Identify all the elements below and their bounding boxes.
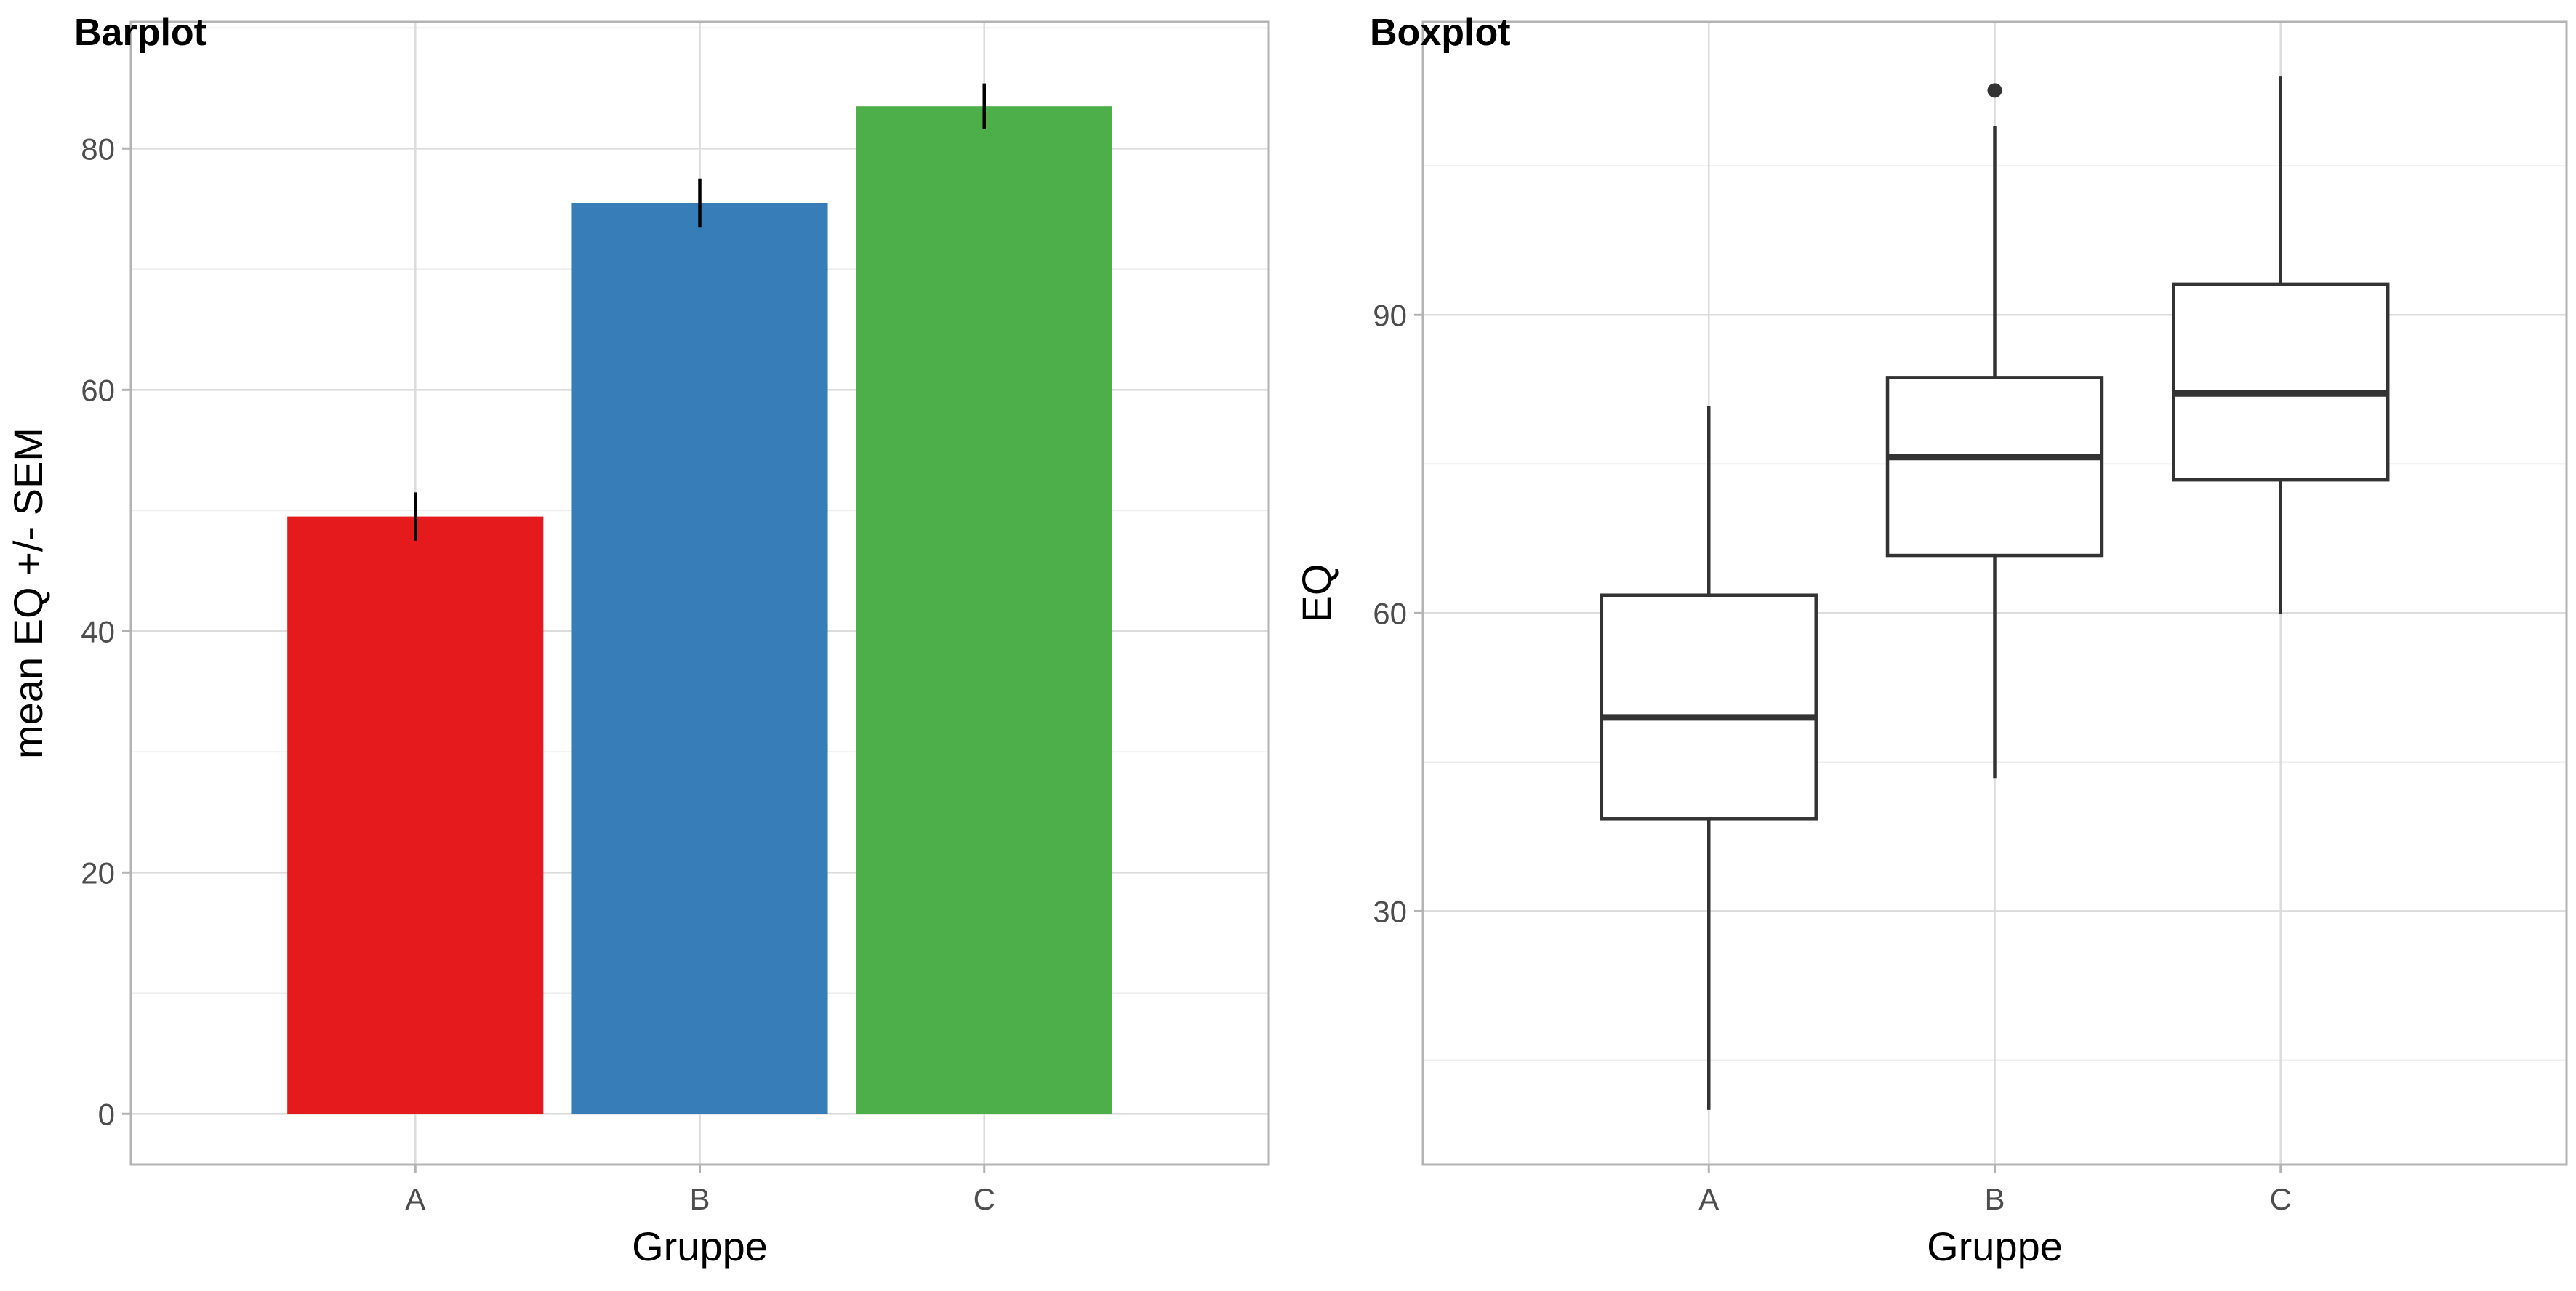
y-tick-label: 20 bbox=[81, 856, 115, 890]
bar-A bbox=[287, 516, 544, 1114]
boxplot-y-axis-title: EQ bbox=[1293, 564, 1339, 623]
x-tick-label: C bbox=[2270, 1182, 2292, 1216]
boxplot-panel: 30 60 90 A B C Boxplot Gruppe EQ bbox=[1293, 12, 2568, 1269]
x-tick-label: B bbox=[689, 1182, 710, 1216]
y-tick-label: 60 bbox=[1373, 596, 1407, 630]
y-tick-label: 40 bbox=[81, 614, 115, 648]
barplot-bars bbox=[287, 83, 1112, 1114]
y-tick-label: 80 bbox=[81, 132, 115, 166]
bar-C bbox=[856, 106, 1112, 1114]
box-C bbox=[2172, 282, 2390, 482]
barplot-y-axis-title: mean EQ +/- SEM bbox=[5, 427, 51, 759]
box-B bbox=[1885, 376, 2104, 558]
y-tick-label: 0 bbox=[98, 1097, 115, 1131]
barplot-x-axis-title: Gruppe bbox=[632, 1223, 768, 1269]
boxplot-boxes bbox=[1600, 76, 2390, 1110]
x-tick-label: C bbox=[974, 1182, 995, 1216]
boxplot-ticks: 30 60 90 A B C bbox=[1373, 298, 2292, 1216]
barplot-ticks: 0 20 40 60 80 A B C bbox=[81, 132, 995, 1216]
barplot-title: Barplot bbox=[74, 12, 206, 54]
x-tick-label: A bbox=[405, 1182, 425, 1216]
boxplot-title: Boxplot bbox=[1370, 12, 1511, 54]
bar-B bbox=[571, 202, 828, 1114]
box-A bbox=[1600, 593, 1818, 821]
barplot-panel: 0 20 40 60 80 A B C Barplot Gruppe mean EQ +/- … bbox=[5, 12, 1270, 1269]
y-tick-label: 60 bbox=[81, 373, 115, 407]
boxplot-x-axis-title: Gruppe bbox=[1927, 1223, 2063, 1269]
y-tick-label: 30 bbox=[1373, 894, 1407, 928]
y-tick-label: 90 bbox=[1373, 298, 1407, 332]
outlier-B bbox=[1987, 83, 2002, 98]
x-tick-label: A bbox=[1698, 1182, 1719, 1216]
x-tick-label: B bbox=[1984, 1182, 2005, 1216]
